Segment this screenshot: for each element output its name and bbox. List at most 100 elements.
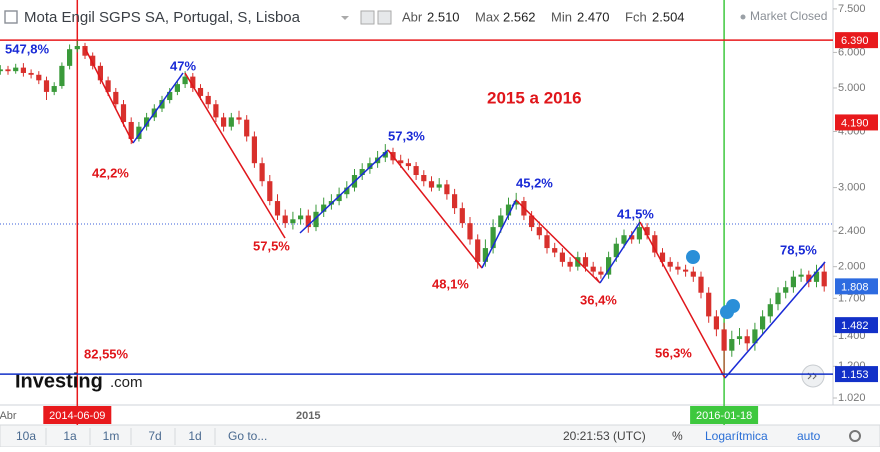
candle-body <box>190 76 196 88</box>
log-toggle[interactable]: Logarítmica <box>705 429 768 443</box>
y-tick-label: 1.020 <box>838 392 866 404</box>
candle-body <box>336 194 342 202</box>
range-button[interactable]: 7d <box>148 429 161 443</box>
auto-toggle[interactable]: auto <box>797 429 821 443</box>
candle-body <box>82 46 88 56</box>
candle-body <box>298 215 304 220</box>
symbol-title[interactable]: Mota Engil SGPS SA, Portugal, S, Lisboa <box>24 9 301 26</box>
trend-arrow <box>280 231 286 239</box>
settings-gear[interactable] <box>849 430 861 442</box>
candle-body <box>128 121 134 139</box>
candle-body <box>744 336 750 344</box>
candle-body <box>490 227 496 249</box>
candle-body <box>536 227 542 236</box>
candle-body <box>421 175 427 182</box>
settings-icon[interactable] <box>360 10 375 25</box>
price-tag <box>835 278 878 295</box>
candle-body <box>713 316 719 330</box>
price-tag-label: 1.808 <box>841 281 869 293</box>
trend-line <box>184 72 286 239</box>
trend-line <box>724 261 826 379</box>
candle-body <box>174 84 180 92</box>
percent-toggle[interactable]: % <box>672 429 683 443</box>
candle-body <box>582 257 589 267</box>
candle-body <box>259 163 265 182</box>
logo-name: Investing <box>15 370 103 392</box>
price-tag-label: 1.482 <box>841 320 869 332</box>
candle-body <box>505 204 512 216</box>
candle-body <box>621 235 627 244</box>
candle-body <box>444 184 450 195</box>
candle-body <box>428 181 435 188</box>
candle-body <box>105 80 111 92</box>
range-button[interactable]: 1m <box>103 429 120 443</box>
candle-body <box>544 235 550 249</box>
trend-line <box>299 149 389 234</box>
event-marker[interactable] <box>686 250 700 264</box>
camera-icon[interactable] <box>377 10 392 25</box>
candle-body <box>683 269 689 272</box>
trend-line <box>599 221 641 284</box>
candle-body <box>452 194 458 209</box>
trend-line <box>84 47 134 144</box>
candle-body <box>482 248 488 262</box>
candle-body <box>459 208 465 224</box>
y-tick-label: 1.700 <box>838 292 866 304</box>
candle-body <box>706 292 712 317</box>
candle-body <box>344 187 350 195</box>
candle-body <box>790 276 796 288</box>
trend-arrow <box>720 371 726 379</box>
candle-body <box>321 204 327 212</box>
event-marker[interactable] <box>720 305 734 319</box>
low-value: 2.470 <box>577 9 610 24</box>
annotation: 57,3% <box>388 128 425 143</box>
range-button[interactable]: 10a <box>16 429 36 443</box>
candle-body <box>498 215 504 228</box>
candle-body <box>798 274 804 277</box>
x-tick-label: 2016-01-18 <box>696 410 752 422</box>
trend-line <box>481 199 517 269</box>
range-button[interactable]: 1a <box>63 429 77 443</box>
candle-body <box>59 65 65 87</box>
candle-body <box>67 49 73 66</box>
annotation: 57,5% <box>253 238 290 253</box>
logo-suffix: .com <box>110 374 143 391</box>
trend-line <box>515 199 601 284</box>
candle-body <box>413 166 419 176</box>
candle-body <box>90 55 96 66</box>
candle-body <box>529 215 535 228</box>
dropdown-icon[interactable] <box>341 16 349 20</box>
candle-body <box>74 46 80 50</box>
y-tick-label: 1.400 <box>838 330 866 342</box>
candle-body <box>244 119 250 137</box>
range-button[interactable]: Go to... <box>228 429 267 443</box>
trend-line <box>132 72 184 144</box>
annotation: 42,2% <box>92 165 129 180</box>
candle-body <box>652 235 658 253</box>
price-tag <box>835 366 878 383</box>
annotation: 48,1% <box>432 276 469 291</box>
price-tag-label: 6.390 <box>841 35 869 47</box>
range-button[interactable]: 1d <box>188 429 201 443</box>
y-tick-label: 2.000 <box>838 261 866 273</box>
candle-body <box>159 100 165 109</box>
y-tick-label: 5.000 <box>838 82 866 94</box>
candle-body <box>305 215 311 228</box>
candle-body <box>274 201 281 216</box>
candle-body <box>636 227 642 240</box>
candle-body <box>213 104 219 118</box>
low-label: Min <box>551 9 572 24</box>
trend-arrow <box>178 72 184 80</box>
scroll-button[interactable] <box>801 364 825 388</box>
candle-body <box>205 95 211 105</box>
x-marker-box <box>690 406 759 424</box>
price-tag <box>835 114 878 131</box>
trend-arrow <box>128 136 134 144</box>
candle-body <box>251 136 257 164</box>
trend-arrow <box>477 261 483 269</box>
x-tick-label: 2014-06-09 <box>49 410 105 422</box>
candle-body <box>698 276 704 293</box>
x-tick-label: 2015 <box>296 410 320 422</box>
candle-body <box>513 201 519 205</box>
collapse-icon[interactable] <box>4 10 18 24</box>
